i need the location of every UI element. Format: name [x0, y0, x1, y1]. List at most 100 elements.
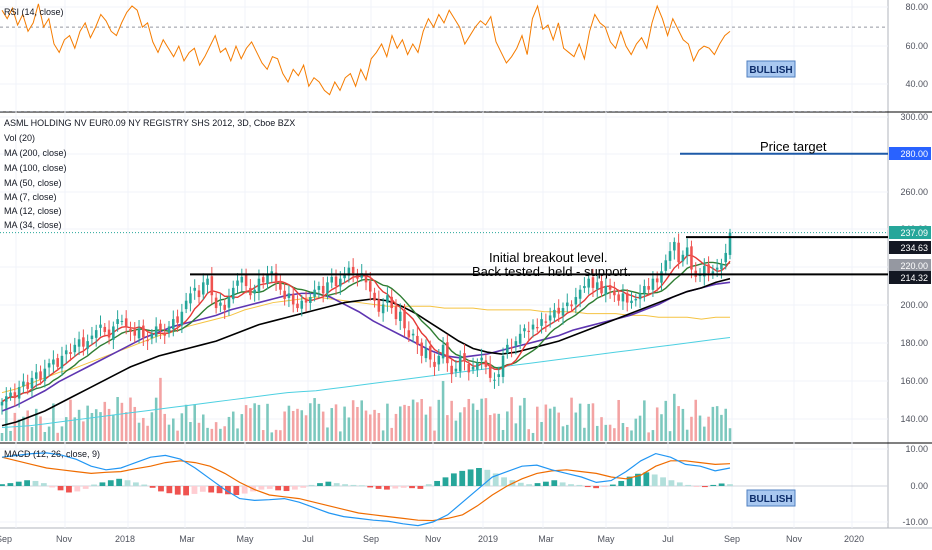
- time-tick-label: Nov: [425, 534, 442, 544]
- volume-bar: [231, 411, 235, 441]
- candle-body: [574, 297, 578, 305]
- candle-body: [334, 276, 338, 287]
- candle-body: [643, 286, 646, 294]
- volume-bar: [634, 418, 638, 441]
- price-tag-label: 214.32: [900, 273, 928, 283]
- volume-bar: [240, 414, 244, 441]
- candle-body: [673, 241, 676, 251]
- candle-body: [433, 361, 436, 367]
- candle-body: [189, 293, 192, 304]
- candle-body: [467, 364, 471, 373]
- volume-bar: [347, 417, 351, 441]
- macd-histogram-bar: [543, 481, 549, 486]
- candlestick: [625, 289, 629, 312]
- macd-histogram-bar: [49, 486, 56, 488]
- candlestick: [574, 287, 578, 314]
- candlestick: [488, 355, 492, 383]
- candlestick: [536, 318, 539, 333]
- time-tick-label: 2019: [478, 534, 498, 544]
- candle-body: [450, 365, 453, 375]
- candle-body: [137, 328, 141, 339]
- volume-bar: [313, 398, 316, 441]
- volume-bar: [274, 429, 278, 441]
- macd-histogram-bar: [660, 477, 666, 486]
- candle-body: [720, 263, 723, 270]
- volume-bar: [176, 430, 179, 441]
- candlestick: [450, 359, 453, 383]
- candle-body: [604, 286, 608, 295]
- candlestick: [544, 313, 548, 332]
- volume-bar: [685, 429, 689, 441]
- candle-body: [565, 302, 569, 307]
- candle-body: [52, 359, 55, 365]
- candlestick: [493, 372, 496, 389]
- candle-body: [193, 287, 196, 291]
- volume-bar: [47, 426, 51, 441]
- candle-body: [296, 303, 299, 309]
- price-levels: [0, 152, 888, 276]
- candlestick: [279, 274, 282, 295]
- support-label: Back tested- held - support.: [472, 264, 631, 279]
- candlestick: [707, 256, 710, 282]
- candle-body: [47, 363, 51, 368]
- price-tick-label: 200.00: [900, 300, 928, 310]
- macd-pane[interactable]: [0, 452, 888, 527]
- candlestick: [244, 268, 248, 294]
- time-tick-label: Jul: [662, 534, 674, 544]
- volume-bar: [99, 412, 102, 441]
- price-tag-background: [889, 271, 931, 284]
- candlestick: [523, 324, 526, 338]
- candlestick: [249, 279, 252, 300]
- candle-body: [17, 387, 21, 399]
- macd-histogram-bar: [459, 470, 466, 486]
- candle-body: [120, 320, 124, 322]
- candlestick: [630, 291, 633, 309]
- candle-body: [497, 374, 501, 377]
- volume-bar: [707, 416, 710, 441]
- candle-body: [523, 328, 526, 332]
- macd-histogram-bar: [7, 483, 14, 486]
- ma-100-line: [1, 296, 730, 394]
- macd-histogram-bar: [601, 486, 608, 487]
- macd-histogram-bar: [124, 480, 131, 486]
- volume-bar: [565, 424, 569, 441]
- candlestick: [428, 340, 432, 368]
- candlestick: [137, 319, 141, 344]
- candle-body: [0, 401, 4, 406]
- candlestick: [424, 339, 428, 363]
- rsi-pane[interactable]: [0, 3, 888, 113]
- volume-bar: [433, 430, 436, 441]
- macd-histogram-bar: [350, 484, 357, 486]
- candlestick: [77, 331, 81, 356]
- macd-histogram-bar: [24, 480, 30, 486]
- macd-histogram-bar: [434, 480, 441, 486]
- volume-bar: [591, 403, 595, 441]
- candlestick: [476, 358, 479, 378]
- volume-bar: [142, 417, 145, 441]
- candlestick: [394, 299, 398, 326]
- macd-histogram-bar: [593, 486, 600, 489]
- volume-bar: [501, 429, 505, 441]
- candlestick: [30, 370, 34, 397]
- candle-body: [647, 286, 650, 290]
- volume-bar: [493, 413, 496, 441]
- volume-bar: [394, 413, 398, 441]
- price-tag: 214.32: [889, 271, 931, 284]
- time-tick-label: 2020: [844, 534, 864, 544]
- price-tick-label: 80.00: [905, 2, 928, 12]
- volume-bar: [330, 408, 334, 441]
- volume-bar: [471, 403, 475, 441]
- macd-histogram-bar: [333, 483, 340, 486]
- volume-bar: [703, 426, 706, 441]
- volume-bar: [411, 399, 415, 441]
- volume-bar: [30, 427, 34, 441]
- candlestick: [86, 334, 89, 355]
- macd-histogram-bar: [241, 486, 248, 494]
- candle-body: [197, 290, 201, 298]
- candlestick: [634, 293, 638, 307]
- candlestick: [52, 350, 55, 373]
- candle-body: [493, 379, 496, 381]
- volume-bar: [463, 407, 466, 441]
- volume-bar: [720, 414, 723, 441]
